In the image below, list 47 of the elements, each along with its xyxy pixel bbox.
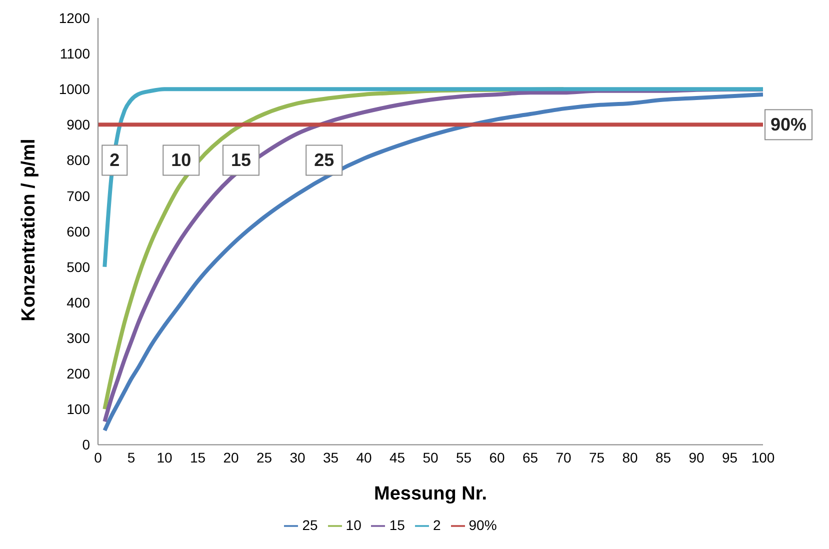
x-tick-label: 95 (722, 450, 738, 466)
annotation: 15 (230, 150, 251, 170)
x-tick-label: 75 (588, 450, 605, 466)
y-tick-label: 300 (66, 330, 90, 346)
x-tick-label: 100 (751, 450, 775, 466)
y-axis-title: Konzentration / p/ml (18, 138, 40, 322)
x-tick-label: 5 (127, 450, 136, 466)
x-axis-title: Messung Nr. (374, 484, 487, 505)
x-tick-label: 90 (688, 450, 704, 466)
x-tick-label: 40 (356, 450, 372, 466)
y-tick-label: 800 (66, 152, 90, 168)
legend-label: 2 (432, 516, 441, 533)
x-tick-label: 65 (522, 450, 538, 466)
y-tick-label: 1100 (60, 46, 90, 62)
x-tick-label: 85 (655, 450, 672, 466)
y-tick-label: 1200 (58, 10, 90, 26)
x-tick-label: 80 (622, 450, 638, 466)
x-tick-label: 15 (190, 450, 206, 466)
y-tick-label: 700 (66, 188, 90, 204)
x-tick-label: 10 (156, 450, 172, 466)
line-series (102, 87, 763, 269)
annotation: 2 (110, 150, 120, 170)
x-tick-label: 70 (556, 450, 572, 466)
legend-label: 15 (389, 516, 405, 533)
y-tick-label: 100 (66, 401, 90, 418)
y-tick-label: 400 (66, 294, 90, 310)
annotation: 90% (770, 114, 807, 135)
y-tick-label: 900 (66, 116, 90, 133)
x-tick-label: 0 (94, 450, 102, 466)
y-tick-label: 600 (66, 223, 90, 240)
legend-label: 90% (468, 516, 497, 533)
y-tick-label: 0 (82, 436, 90, 453)
y-tick-label: 200 (66, 366, 90, 382)
x-tick-label: 50 (422, 450, 438, 466)
x-tick-label: 60 (489, 450, 505, 466)
annotation: 25 (314, 150, 334, 170)
x-tick-label: 35 (322, 450, 339, 466)
x-tick-label: 45 (389, 450, 406, 466)
legend-label: 10 (346, 516, 362, 533)
annotation: 10 (171, 150, 192, 170)
x-tick-label: 25 (256, 450, 272, 466)
y-tick-label: 500 (66, 258, 90, 275)
x-tick-label: 55 (456, 450, 472, 466)
legend-label: 25 (302, 516, 318, 533)
x-tick-label: 30 (290, 450, 306, 466)
y-tick-label: 1000 (58, 81, 90, 98)
x-tick-label: 20 (223, 450, 239, 466)
